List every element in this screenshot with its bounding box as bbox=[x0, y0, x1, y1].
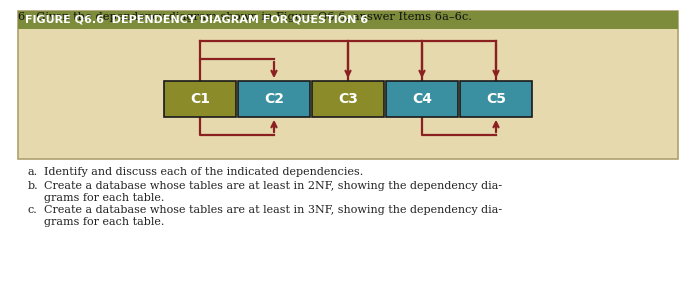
Text: b.: b. bbox=[28, 181, 38, 191]
Text: Create a database whose tables are at least in 2NF, showing the dependency dia-: Create a database whose tables are at le… bbox=[44, 181, 502, 191]
FancyBboxPatch shape bbox=[386, 81, 458, 117]
FancyBboxPatch shape bbox=[18, 11, 678, 159]
Text: C5: C5 bbox=[486, 92, 506, 106]
Text: Identify and discuss each of the indicated dependencies.: Identify and discuss each of the indicat… bbox=[44, 167, 363, 177]
Text: grams for each table.: grams for each table. bbox=[44, 217, 164, 227]
Text: a.: a. bbox=[28, 167, 38, 177]
FancyBboxPatch shape bbox=[312, 81, 384, 117]
Text: grams for each table.: grams for each table. bbox=[44, 193, 164, 203]
FancyBboxPatch shape bbox=[164, 81, 236, 117]
FancyBboxPatch shape bbox=[238, 81, 310, 117]
Text: c.: c. bbox=[28, 205, 38, 215]
Text: C2: C2 bbox=[264, 92, 284, 106]
Text: FIGURE Q6.6  DEPENDENCY DIAGRAM FOR QUESTION 6: FIGURE Q6.6 DEPENDENCY DIAGRAM FOR QUEST… bbox=[25, 15, 368, 25]
Text: C4: C4 bbox=[412, 92, 432, 106]
Text: 6.  Given the dependency diagram shown in Figure Q6.6, answer Items 6a–6c.: 6. Given the dependency diagram shown in… bbox=[18, 12, 472, 22]
Text: C3: C3 bbox=[338, 92, 358, 106]
FancyBboxPatch shape bbox=[460, 81, 532, 117]
FancyBboxPatch shape bbox=[18, 11, 678, 29]
Text: C1: C1 bbox=[190, 92, 210, 106]
Text: Create a database whose tables are at least in 3NF, showing the dependency dia-: Create a database whose tables are at le… bbox=[44, 205, 502, 215]
